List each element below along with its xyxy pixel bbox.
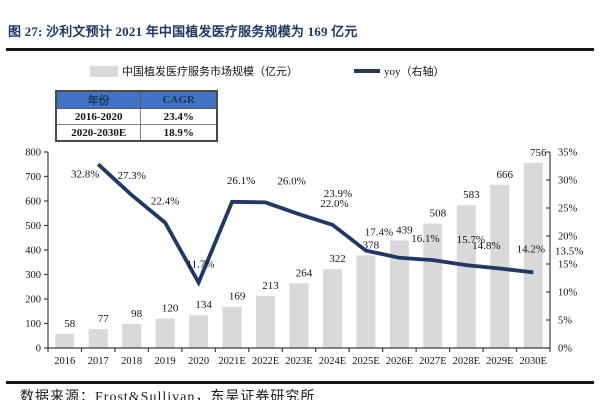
svg-text:17.4%: 17.4%: [365, 227, 393, 239]
svg-text:2022E: 2022E: [252, 356, 279, 367]
source-note: 数据来源：Frost&Sullivan，东吴证券研究所: [20, 390, 316, 400]
svg-text:583: 583: [463, 189, 480, 201]
svg-text:2016: 2016: [54, 356, 75, 367]
svg-text:600: 600: [25, 197, 41, 208]
svg-text:2018: 2018: [121, 356, 142, 367]
svg-text:264: 264: [296, 267, 313, 279]
svg-text:2025E: 2025E: [352, 356, 379, 367]
svg-text:439: 439: [396, 224, 413, 236]
svg-text:32.8%: 32.8%: [71, 168, 99, 180]
svg-text:23.9%: 23.9%: [324, 188, 352, 200]
cagr-header-cagr: CAGR: [140, 90, 218, 109]
svg-text:508: 508: [430, 208, 447, 220]
svg-text:200: 200: [25, 295, 41, 306]
svg-text:20%: 20%: [558, 232, 578, 243]
svg-text:2021E: 2021E: [218, 356, 245, 367]
line-series-legend-label: yoy（右轴）: [384, 66, 445, 78]
svg-text:700: 700: [25, 172, 41, 183]
svg-text:26.0%: 26.0%: [277, 175, 305, 187]
svg-text:2026E: 2026E: [386, 356, 413, 367]
svg-text:120: 120: [162, 303, 179, 315]
svg-text:58: 58: [64, 318, 76, 330]
svg-text:22.4%: 22.4%: [151, 196, 179, 208]
figure-title: 图 27: 沙利文预计 2021 年中国植发医疗服务规模为 169 亿元: [8, 24, 358, 39]
title-divider: [6, 48, 594, 51]
svg-text:16.1%: 16.1%: [411, 233, 439, 245]
svg-text:0: 0: [36, 344, 41, 355]
svg-text:14.2%: 14.2%: [517, 243, 545, 255]
svg-text:2023E: 2023E: [285, 356, 312, 367]
svg-text:322: 322: [329, 253, 346, 265]
svg-text:2020: 2020: [188, 356, 209, 367]
svg-text:100: 100: [25, 319, 41, 330]
chart-legend: 中国植发医疗服务市场规模（亿元） yoy（右轴）: [90, 63, 445, 79]
svg-text:134: 134: [195, 299, 212, 311]
svg-text:98: 98: [131, 308, 143, 320]
cagr-cell-value-2: 18.9%: [140, 124, 218, 142]
svg-text:35%: 35%: [558, 148, 578, 159]
svg-text:2028E: 2028E: [453, 356, 480, 367]
svg-text:300: 300: [25, 270, 41, 281]
svg-text:2024E: 2024E: [319, 356, 346, 367]
svg-text:13.5%: 13.5%: [555, 245, 583, 257]
svg-text:666: 666: [497, 169, 514, 181]
svg-text:500: 500: [25, 221, 41, 232]
svg-text:2029E: 2029E: [486, 356, 513, 367]
table-row: 2016-2020 23.4%: [55, 108, 218, 125]
svg-text:378: 378: [363, 239, 380, 251]
svg-text:27.3%: 27.3%: [117, 170, 145, 182]
svg-text:11.7%: 11.7%: [187, 258, 215, 270]
svg-text:10%: 10%: [558, 288, 578, 299]
bar-series-swatch-icon: [90, 65, 118, 77]
svg-text:400: 400: [25, 246, 41, 257]
table-row: 2020-2030E 18.9%: [55, 124, 218, 142]
svg-text:2030E: 2030E: [520, 356, 547, 367]
svg-text:15%: 15%: [558, 260, 578, 271]
svg-text:800: 800: [25, 148, 41, 159]
svg-text:30%: 30%: [558, 176, 578, 187]
svg-text:22.0%: 22.0%: [320, 198, 348, 210]
cagr-cell-value-1: 23.4%: [140, 108, 218, 125]
cagr-cell-period-2: 2020-2030E: [55, 124, 142, 142]
svg-text:77: 77: [98, 313, 110, 325]
svg-text:14.8%: 14.8%: [472, 240, 500, 252]
svg-text:213: 213: [262, 280, 279, 292]
svg-text:26.1%: 26.1%: [227, 175, 255, 187]
svg-text:2017: 2017: [88, 356, 109, 367]
svg-text:5%: 5%: [558, 316, 572, 327]
svg-text:2019: 2019: [155, 356, 176, 367]
svg-text:756: 756: [530, 147, 547, 159]
cagr-cell-period-1: 2016-2020: [55, 108, 142, 125]
svg-text:169: 169: [229, 291, 246, 303]
bar-series-legend-label: 中国植发医疗服务市场规模（亿元）: [122, 66, 298, 78]
line-series-swatch-icon: [354, 69, 380, 73]
cagr-table-header-row: 年份 CAGR: [55, 90, 218, 109]
svg-text:25%: 25%: [558, 204, 578, 215]
svg-text:2027E: 2027E: [419, 356, 446, 367]
svg-text:15.7%: 15.7%: [457, 234, 485, 246]
svg-text:0%: 0%: [558, 344, 572, 355]
footer-divider: [6, 381, 594, 384]
cagr-table: 年份 CAGR 2016-2020 23.4% 2020-2030E 18.9%: [55, 90, 218, 142]
